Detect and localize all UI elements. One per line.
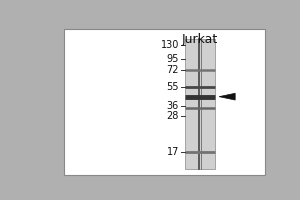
Text: 72: 72 (167, 65, 179, 75)
Polygon shape (219, 93, 235, 100)
Text: 55: 55 (167, 82, 179, 92)
Text: 36: 36 (167, 101, 179, 111)
Text: 17: 17 (167, 147, 179, 157)
Text: 95: 95 (167, 54, 179, 64)
Text: Jurkat: Jurkat (182, 33, 218, 46)
FancyBboxPatch shape (64, 29, 266, 175)
FancyBboxPatch shape (185, 39, 215, 169)
Text: 28: 28 (167, 111, 179, 121)
Text: 130: 130 (160, 40, 179, 50)
